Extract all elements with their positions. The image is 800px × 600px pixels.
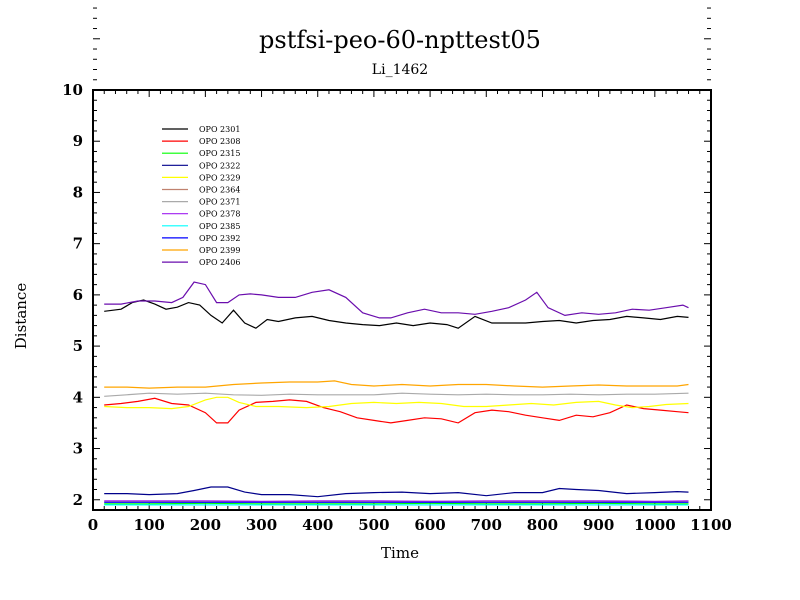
y-tick-label: 4 (73, 388, 83, 406)
x-tick-label: 900 (583, 516, 614, 534)
series-line-7 (104, 392, 689, 397)
x-axis-label: Time (381, 544, 419, 562)
y-tick-label: 7 (73, 235, 83, 253)
x-tick-label: 0 (88, 516, 98, 534)
y-tick-label: 6 (73, 286, 83, 304)
y-tick-label: 10 (62, 81, 83, 99)
series-line-2 (104, 397, 689, 424)
legend-label: OPO 2371 (199, 198, 240, 207)
legend-label: OPO 2392 (199, 234, 240, 243)
x-tick-label: 700 (471, 516, 502, 534)
legend-label: OPO 2378 (199, 210, 240, 219)
x-tick-label: 800 (527, 516, 558, 534)
series-line-11 (104, 380, 689, 389)
series-line-3 (104, 502, 689, 505)
legend-label: OPO 2329 (199, 173, 240, 182)
legend-label: OPO 2308 (199, 137, 240, 146)
plot-frame (92, 89, 712, 511)
x-tick-label: 500 (358, 516, 389, 534)
x-tick-label: 100 (134, 516, 165, 534)
series-line-8 (104, 500, 689, 502)
legend-label: OPO 2385 (199, 222, 240, 231)
series-line-4 (104, 486, 689, 498)
series-line-12 (104, 281, 689, 319)
legend-label: OPO 2301 (199, 125, 240, 134)
legend-label: OPO 2315 (199, 149, 240, 158)
y-tick-label: 3 (73, 440, 83, 458)
chart-title: pstfsi-peo-60-npttest05 (259, 26, 541, 54)
x-tick-label: 1100 (690, 516, 732, 534)
chart-subtitle: Li_1462 (371, 62, 429, 78)
legend-label: OPO 2406 (199, 258, 240, 267)
x-tick-label: 1000 (634, 516, 676, 534)
x-tick-label: 200 (190, 516, 221, 534)
legend-label: OPO 2364 (199, 186, 240, 195)
legend-label: OPO 2399 (199, 246, 240, 255)
y-tick-label: 9 (73, 132, 83, 150)
x-tick-label: 400 (302, 516, 333, 534)
legend-label: OPO 2322 (199, 161, 240, 170)
y-tick-label: 8 (73, 183, 83, 201)
x-tick-label: 300 (246, 516, 277, 534)
y-tick-label: 2 (73, 491, 83, 509)
series-line-5 (104, 396, 689, 410)
series-line-1 (104, 299, 689, 329)
x-tick-label: 600 (414, 516, 445, 534)
y-tick-label: 5 (73, 337, 83, 355)
